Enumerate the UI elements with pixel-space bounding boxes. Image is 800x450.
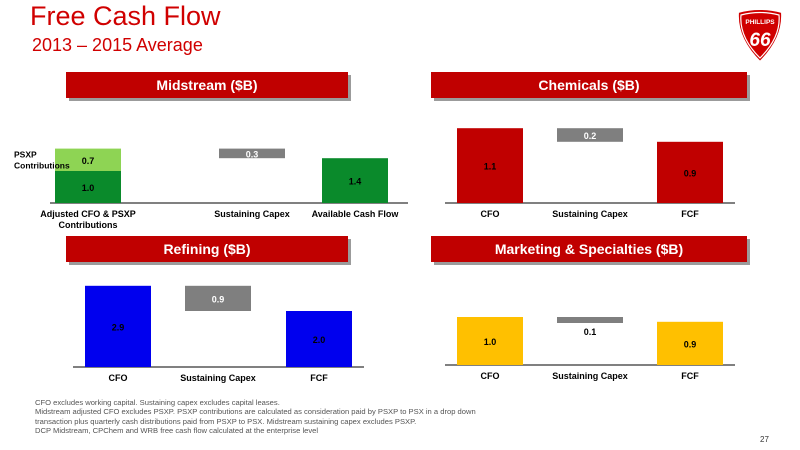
bar-adjusted-cfo: [55, 171, 121, 203]
x-tick-label: Available Cash Flow: [312, 209, 400, 219]
data-label-sustaining-capex: 0.9: [212, 294, 225, 304]
marketing-chart: 1.0 0.1 0.9 CFO Sustaining Capex FCF: [445, 317, 735, 381]
x-tick-label: CFO: [109, 373, 128, 383]
x-tick-label: CFO: [481, 371, 500, 381]
bar-cfo: [457, 317, 523, 365]
footnote-line: Midstream adjusted CFO excludes PSXP. PS…: [35, 407, 476, 417]
legend-label-contributions: Contributions: [14, 161, 70, 171]
data-label-fcf: 0.9: [684, 339, 697, 349]
data-label-adjusted-cfo: 1.0: [82, 183, 95, 193]
bar-sustaining-capex: [557, 317, 623, 323]
bar-fcf: [657, 321, 723, 365]
footnote-line: transaction plus quarterly cash distribu…: [35, 416, 417, 426]
page-title: Free Cash Flow: [30, 1, 221, 31]
footnote-line: DCP Midstream, CPChem and WRB free cash …: [35, 426, 319, 436]
bar-fcf: [657, 141, 723, 203]
data-label-cfo: 1.1: [484, 162, 497, 172]
bar-sustaining-capex: [185, 285, 251, 311]
x-tick-label: Sustaining Capex: [180, 373, 256, 383]
x-tick-label: FCF: [681, 209, 699, 219]
chemicals-chart: 1.1 0.2 0.9 CFO Sustaining Capex FCF: [445, 128, 735, 219]
bar-psxp-contributions: [55, 148, 121, 171]
x-tick-label: Contributions: [59, 220, 118, 230]
x-tick-label: CFO: [481, 209, 500, 219]
panel-title-chemicals: Chemicals ($B): [431, 72, 747, 98]
x-tick-label: Adjusted CFO & PSXP: [40, 209, 136, 219]
data-label-cfo: 1.0: [484, 337, 497, 347]
x-tick-label: Sustaining Capex: [214, 209, 290, 219]
panel-title-refining: Refining ($B): [66, 236, 348, 262]
page-number: 27: [760, 435, 769, 444]
bar-fcf: [286, 311, 352, 367]
x-tick-label: Sustaining Capex: [552, 209, 628, 219]
svg-text:PHILLIPS: PHILLIPS: [745, 19, 775, 26]
x-tick-label: FCF: [681, 371, 699, 381]
phillips66-logo: PHILLIPS 66: [736, 8, 784, 64]
svg-text:66: 66: [749, 30, 771, 51]
data-label-sustaining-capex: 0.2: [584, 131, 597, 141]
data-label-fcf: 0.9: [684, 168, 697, 178]
page-subtitle: 2013 – 2015 Average: [32, 35, 203, 55]
footnote-line: CFO excludes working capital. Sustaining…: [35, 398, 280, 407]
bar-sustaining-capex: [219, 148, 285, 159]
panel-title-midstream: Midstream ($B): [66, 72, 348, 98]
legend-label-psxp: PSXP: [14, 150, 37, 160]
panel-title-marketing: Marketing & Specialties ($B): [431, 236, 747, 262]
bar-cfo: [85, 285, 151, 367]
x-tick-label: Sustaining Capex: [552, 371, 628, 381]
bar-cfo: [457, 128, 523, 203]
bar-available-cash-flow: [322, 158, 388, 203]
data-label-sustaining-capex: 0.1: [584, 327, 597, 337]
data-label-psxp-contributions: 0.7: [82, 156, 95, 166]
data-label-cfo: 2.9: [112, 322, 125, 332]
data-label-fcf: 2.0: [313, 335, 326, 345]
footnotes: CFO excludes working capital. Sustaining…: [35, 398, 675, 436]
x-tick-label: FCF: [310, 373, 328, 383]
refining-chart: 2.9 0.9 2.0 CFO Sustaining Capex FCF: [73, 285, 364, 383]
data-label-available-cash-flow: 1.4: [349, 177, 362, 187]
data-label-sustaining-capex: 0.3: [246, 149, 259, 159]
bar-sustaining-capex: [557, 128, 623, 142]
